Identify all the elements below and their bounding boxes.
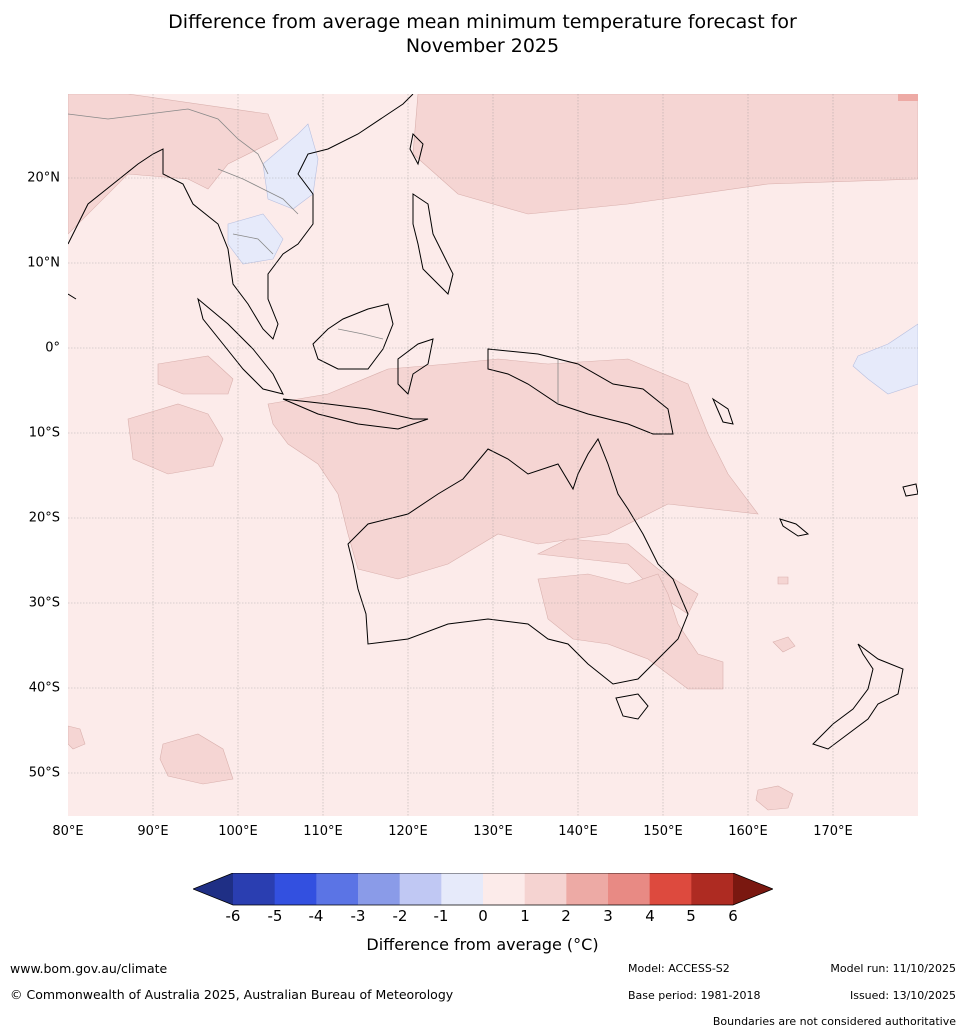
lon-label-110e: 110°E bbox=[303, 824, 343, 839]
lon-label-120e: 120°E bbox=[388, 824, 428, 839]
border-asia-1 bbox=[68, 108, 269, 175]
colorbar-segment-6 bbox=[441, 873, 484, 905]
map-title: Difference from average mean minimum tem… bbox=[0, 10, 965, 58]
colorbar-segment-10 bbox=[608, 873, 651, 905]
lon-label-140e: 140°E bbox=[558, 824, 598, 839]
taiwan-coast bbox=[409, 132, 424, 166]
colorbar-segment-11 bbox=[649, 873, 692, 905]
model-run-date: Model run: 11/10/2025 bbox=[830, 962, 956, 975]
lat-label-10n: 10°N bbox=[27, 255, 60, 271]
australia-coast bbox=[347, 437, 689, 685]
lat-label-50s: 50°S bbox=[28, 765, 60, 781]
cbar-tick-minus-2: -2 bbox=[392, 907, 408, 925]
colorbar-svg bbox=[191, 872, 775, 906]
new-zealand-coast bbox=[812, 643, 904, 750]
lat-label-20n: 20°N bbox=[27, 170, 60, 186]
border-asia-2 bbox=[217, 168, 299, 215]
india-coast bbox=[68, 293, 77, 300]
anomaly-band-minus-1-to-0 bbox=[227, 123, 918, 395]
colorbar-segment-7 bbox=[483, 873, 526, 905]
cbar-tick-3: 3 bbox=[603, 907, 613, 925]
anomaly-region-indian-ocean-2 bbox=[127, 403, 224, 475]
anomaly-region-tasman bbox=[772, 636, 796, 653]
new-caledonia-coast bbox=[779, 518, 810, 537]
anomaly-region-southern-ocean-1 bbox=[159, 733, 234, 785]
cbar-tick-0: 0 bbox=[478, 907, 488, 925]
lon-label-160e: 160°E bbox=[728, 824, 768, 839]
anomaly-region-indian-ocean-1 bbox=[157, 355, 234, 395]
lat-label-0: 0° bbox=[45, 340, 60, 356]
fiji-coast bbox=[902, 483, 918, 497]
lon-label-100e: 100°E bbox=[218, 824, 258, 839]
colorbar-extend-high bbox=[733, 873, 773, 905]
coastlines bbox=[68, 94, 918, 750]
cbar-tick-minus-4: -4 bbox=[308, 907, 324, 925]
colorbar-extend-low bbox=[193, 873, 233, 905]
cbar-tick-minus-3: -3 bbox=[350, 907, 366, 925]
cbar-tick-1: 1 bbox=[520, 907, 530, 925]
colorbar-segment-3 bbox=[316, 873, 359, 905]
colorbar-segment-4 bbox=[358, 873, 401, 905]
tasmania-coast bbox=[615, 693, 649, 720]
colorbar-segment-8 bbox=[524, 873, 567, 905]
anomaly-region-coral-sea bbox=[777, 576, 789, 585]
colorbar-segment-12 bbox=[691, 873, 734, 905]
cool-region-indochina-2 bbox=[227, 213, 284, 265]
colorbar-label: Difference from average (°C) bbox=[366, 935, 599, 954]
colorbar-segment-1 bbox=[233, 873, 276, 905]
title-line-2: November 2025 bbox=[405, 35, 560, 57]
cbar-tick-minus-5: -5 bbox=[267, 907, 283, 925]
sumatra-coast bbox=[197, 297, 284, 395]
cbar-tick-minus-6: -6 bbox=[225, 907, 241, 925]
cool-region-central-pacific bbox=[852, 323, 918, 395]
cbar-tick-2: 2 bbox=[561, 907, 571, 925]
anomaly-region-2-to-3 bbox=[898, 94, 918, 101]
anomaly-region-queensland bbox=[536, 538, 699, 615]
copyright-text: © Commonwealth of Australia 2025, Austra… bbox=[10, 987, 454, 1002]
philippines-coast bbox=[412, 193, 454, 295]
base-period: Base period: 1981-2018 bbox=[628, 989, 761, 1002]
border-borneo bbox=[337, 328, 384, 340]
cbar-tick-4: 4 bbox=[645, 907, 655, 925]
asia-mainland-coast bbox=[68, 94, 414, 340]
colorbar-segment-5 bbox=[399, 873, 442, 905]
lon-label-150e: 150°E bbox=[643, 824, 683, 839]
colorbar bbox=[191, 872, 775, 907]
model-name: Model: ACCESS-S2 bbox=[628, 962, 730, 975]
colorbar-segment-2 bbox=[274, 873, 317, 905]
lat-label-10s: 10°S bbox=[28, 425, 60, 441]
lon-label-90e: 90°E bbox=[137, 824, 169, 839]
cbar-tick-5: 5 bbox=[686, 907, 696, 925]
borneo-coast bbox=[312, 303, 394, 370]
anomaly-region-indochina bbox=[68, 94, 279, 235]
lon-label-170e: 170°E bbox=[813, 824, 853, 839]
lon-label-130e: 130°E bbox=[473, 824, 513, 839]
lat-label-20s: 20°S bbox=[28, 510, 60, 526]
website-link[interactable]: www.bom.gov.au/climate bbox=[10, 961, 168, 976]
cbar-tick-6: 6 bbox=[728, 907, 738, 925]
border-asia-3 bbox=[232, 233, 274, 255]
anomaly-region-southern-ocean-3 bbox=[755, 785, 794, 811]
issued-date: Issued: 13/10/2025 bbox=[849, 989, 956, 1002]
boundaries-disclaimer: Boundaries are not considered authoritat… bbox=[712, 1015, 956, 1028]
anomaly-region-pacific-north bbox=[412, 94, 918, 215]
lat-label-40s: 40°S bbox=[28, 680, 60, 696]
graticule bbox=[68, 94, 918, 816]
java-coast bbox=[282, 398, 429, 430]
lat-label-30s: 30°S bbox=[28, 595, 60, 611]
cbar-tick-minus-1: -1 bbox=[433, 907, 449, 925]
cool-region-indochina-1 bbox=[262, 123, 319, 210]
colorbar-segment-9 bbox=[566, 873, 609, 905]
forecast-map[interactable] bbox=[68, 94, 918, 816]
title-line-1: Difference from average mean minimum tem… bbox=[168, 11, 797, 33]
new-guinea-coast bbox=[487, 348, 674, 435]
sulawesi-coast bbox=[397, 338, 434, 395]
lon-label-80e: 80°E bbox=[52, 824, 84, 839]
anomaly-region-southern-ocean-2 bbox=[68, 725, 86, 750]
colorbar-segments bbox=[233, 873, 734, 905]
map-canvas bbox=[68, 94, 918, 816]
solomon-islands-coast bbox=[711, 397, 734, 425]
country-borders bbox=[68, 108, 559, 404]
